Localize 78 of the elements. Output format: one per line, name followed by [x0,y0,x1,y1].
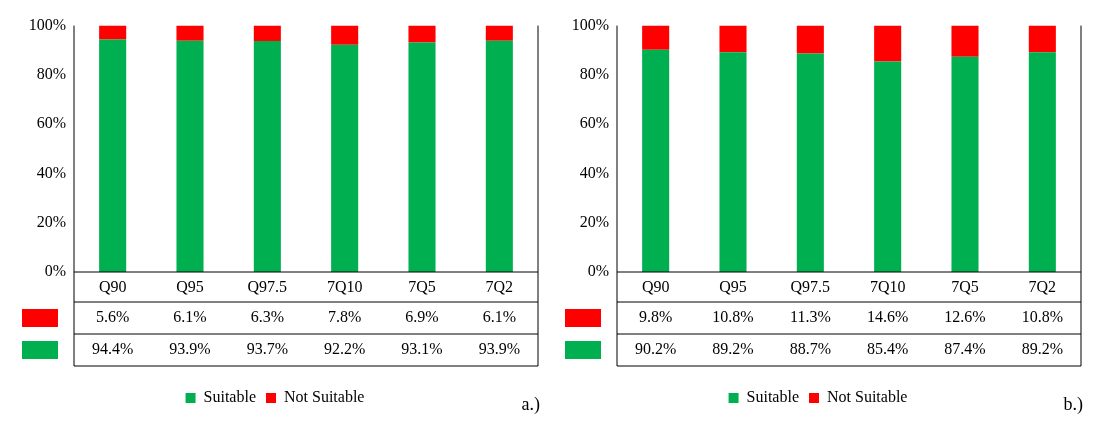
bar [796,25,824,54]
x-tick-label: 7Q10 [326,277,363,295]
data-label: 93.9% [169,340,211,358]
bar [719,25,747,53]
data-label: 12.6% [944,308,986,326]
bar [99,39,127,272]
data-label: 85.4% [867,340,909,358]
bar [253,41,281,272]
bar [874,25,902,62]
x-tick-label: 7Q2 [485,277,514,295]
bar [642,25,670,50]
data-label: 89.2% [1021,340,1063,358]
data-label: 6.3% [250,308,284,326]
legend-label: Not Suitable [827,388,908,406]
y-tick-label: 40% [36,163,66,181]
data-label: 93.1% [401,340,443,358]
x-tick-label: Q90 [98,277,127,295]
data-label: 7.8% [328,308,362,326]
x-tick-label: 7Q5 [951,277,979,295]
data-label: 6.1% [482,308,516,326]
bar [331,25,359,45]
data-label: 9.8% [639,308,673,326]
x-tick-label: Q97.5 [247,277,288,295]
bar [176,25,204,41]
data-label: 88.7% [789,340,831,358]
y-tick-label: 0% [44,262,66,280]
bar [176,40,204,272]
legend-label: Not Suitable [284,388,365,406]
x-tick-label: Q95 [719,277,747,295]
y-tick-label: 60% [36,114,66,132]
bar [408,42,436,272]
x-tick-label: Q97.5 [790,277,831,295]
y-tick-label: 20% [579,212,609,230]
data-label: 5.6% [96,308,130,326]
legend-label: Suitable [746,388,799,406]
bar [874,61,902,272]
bar [951,25,979,57]
x-tick-label: 7Q2 [1028,277,1057,295]
data-label: 10.8% [712,308,754,326]
data-label: 93.7% [246,340,288,358]
y-tick-label: 80% [579,65,609,83]
y-tick-label: 100% [28,15,66,33]
bar [408,25,436,43]
bar [253,25,281,42]
bar [796,53,824,272]
y-tick-label: 100% [571,15,609,33]
bar [719,52,747,272]
data-label: 89.2% [712,340,754,358]
bar [331,44,359,272]
bar [1028,52,1056,272]
data-label: 14.6% [867,308,909,326]
data-label: 90.2% [635,340,677,358]
data-label: 6.9% [405,308,439,326]
legend-label: Suitable [203,388,256,406]
data-label: 94.4% [92,340,134,358]
text: a.) [521,394,540,415]
bar [642,49,670,272]
y-tick-label: 40% [579,163,609,181]
bar [485,25,513,41]
x-tick-label: Q90 [641,277,670,295]
data-label: 11.3% [789,308,831,326]
data-label: 92.2% [324,340,366,358]
bar [485,40,513,272]
y-tick-label: 20% [36,212,66,230]
bar [951,56,979,272]
text: b.) [1063,394,1083,415]
bar [99,25,127,40]
x-tick-label: Q95 [176,277,204,295]
y-tick-label: 60% [579,114,609,132]
y-tick-label: 0% [587,262,609,280]
x-tick-label: 7Q10 [869,277,906,295]
data-label: 93.9% [478,340,520,358]
data-label: 6.1% [173,308,207,326]
data-label: 10.8% [1021,308,1063,326]
bar [1028,25,1056,53]
data-label: 87.4% [944,340,986,358]
y-tick-label: 80% [36,65,66,83]
x-tick-label: 7Q5 [408,277,436,295]
